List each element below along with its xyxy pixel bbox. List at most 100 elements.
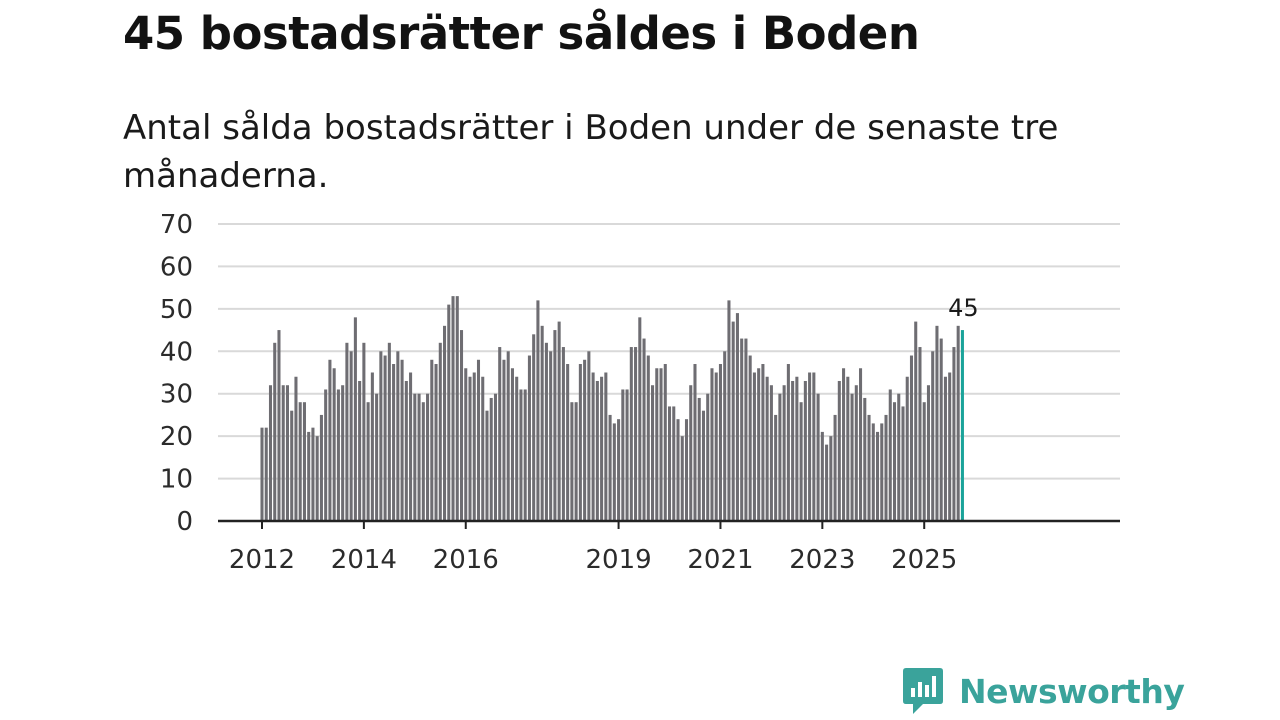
bar (769, 385, 773, 521)
bar (383, 355, 387, 521)
bar (319, 414, 323, 521)
bar (909, 355, 914, 521)
bar (922, 402, 926, 521)
bar (612, 423, 616, 521)
bar (311, 427, 315, 521)
bar (701, 410, 706, 521)
bar (621, 389, 625, 521)
bar (370, 372, 374, 521)
bar (532, 334, 536, 521)
bar (294, 376, 298, 521)
bar (795, 376, 799, 521)
bar (277, 330, 281, 521)
bar (413, 393, 417, 521)
bar (918, 347, 922, 521)
bar (536, 300, 540, 521)
bar (617, 419, 621, 521)
bar (727, 300, 731, 521)
bar (332, 368, 336, 521)
bar (880, 423, 884, 521)
x-tick-label: 2019 (585, 545, 651, 575)
bar (812, 372, 816, 521)
bar (655, 368, 659, 521)
bar (676, 419, 680, 521)
bar (757, 368, 761, 521)
bar (884, 414, 888, 521)
bar (875, 431, 880, 521)
bar (782, 385, 786, 521)
x-tick-label: 2012 (229, 545, 295, 575)
y-tick-label: 10 (160, 465, 193, 495)
y-tick-label: 30 (160, 380, 193, 410)
bar (799, 402, 803, 521)
bar (825, 444, 829, 521)
bar (519, 389, 523, 521)
bar (506, 351, 510, 521)
bar (850, 393, 854, 521)
bar (935, 325, 939, 521)
bar (744, 338, 748, 521)
bar (723, 351, 727, 521)
bar (324, 389, 328, 521)
bar (566, 364, 570, 521)
bar (260, 427, 264, 521)
bar (748, 355, 752, 521)
bar (409, 372, 413, 521)
bar (404, 380, 408, 521)
bar (443, 325, 447, 521)
bar (345, 342, 349, 521)
bar (837, 380, 841, 521)
bar (341, 385, 345, 521)
bar (820, 431, 824, 521)
newsworthy-logo[interactable]: Newsworthy (903, 668, 1185, 714)
bar (307, 431, 311, 521)
bar (642, 338, 646, 521)
bar (914, 321, 918, 521)
bar (447, 304, 451, 521)
bar (625, 389, 629, 521)
highlight-bar (960, 330, 964, 521)
bar (926, 385, 930, 521)
bar (421, 402, 425, 521)
bar (561, 347, 565, 521)
bar (523, 389, 527, 521)
bar (956, 325, 960, 521)
bar (396, 351, 400, 521)
bar (659, 368, 663, 521)
bar (697, 397, 701, 521)
bar (803, 380, 807, 521)
bar (863, 397, 867, 521)
bar (752, 372, 756, 521)
bar (931, 351, 935, 521)
bar (608, 414, 612, 521)
bar (285, 385, 289, 521)
bar (854, 385, 858, 521)
bar (464, 368, 468, 521)
bar (426, 393, 430, 521)
bar (366, 402, 370, 521)
bar (489, 397, 493, 521)
bar (684, 419, 689, 521)
x-tick-label: 2023 (789, 545, 855, 575)
bar (663, 364, 667, 521)
bar (600, 376, 604, 521)
bar (871, 423, 875, 521)
bar (392, 364, 396, 521)
bar (765, 376, 769, 521)
bar (710, 368, 714, 521)
bar (527, 355, 531, 521)
bar (515, 376, 519, 521)
chart-subtitle: Antal sålda bostadsrätter i Boden under … (123, 108, 1059, 196)
bar (438, 342, 442, 521)
bar (689, 385, 693, 521)
bar (400, 359, 404, 521)
bar (905, 376, 909, 521)
bar (646, 355, 650, 521)
bar (264, 427, 268, 521)
bar (693, 364, 697, 521)
bar (595, 380, 599, 521)
bar (629, 347, 633, 521)
bar (493, 393, 498, 521)
bar (268, 385, 273, 521)
bar (587, 351, 591, 521)
